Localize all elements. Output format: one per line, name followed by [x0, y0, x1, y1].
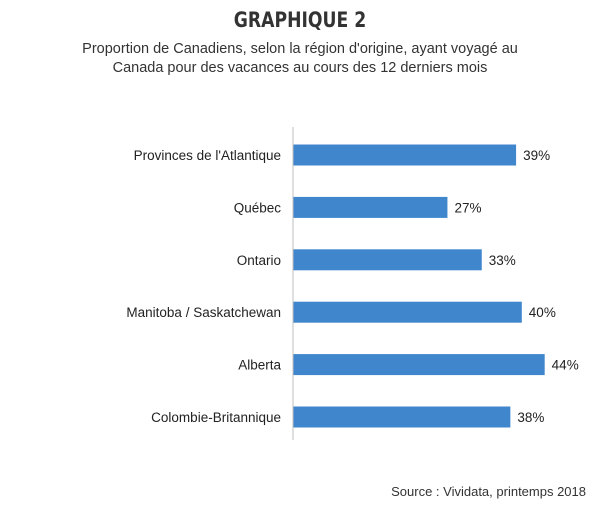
category-label: Manitoba / Saskatchewan: [126, 305, 281, 320]
category-label: Ontario: [237, 253, 281, 268]
chart-subtitle-line-1: Proportion de Canadiens, selon la région…: [82, 41, 518, 57]
category-label: Québec: [234, 200, 282, 215]
chart-subtitle-line-2: Canada pour des vacances au cours des 12…: [112, 60, 488, 76]
bar: [293, 144, 517, 166]
data-label: 33%: [489, 253, 516, 268]
category-label: Colombie-Britannique: [151, 410, 281, 425]
data-label: 40%: [529, 305, 556, 320]
bar: [293, 196, 448, 218]
chart-subtitle: Proportion de Canadiens, selon la région…: [40, 40, 560, 78]
data-label: 44%: [552, 358, 579, 373]
bar: [293, 354, 545, 376]
category-label: Provinces de l'Atlantique: [134, 148, 281, 163]
data-label: 27%: [454, 200, 481, 215]
data-label: 39%: [523, 148, 550, 163]
category-label: Alberta: [238, 358, 281, 373]
data-label: 38%: [517, 410, 544, 425]
bars-layer: Provinces de l'Atlantique 39% Québec 27% Ont…: [126, 144, 579, 428]
bar: [293, 406, 511, 428]
bar: [293, 249, 482, 271]
chart-heading: GRAPHIQUE 2: [233, 8, 367, 32]
bar: [293, 301, 522, 323]
source-note: Source : Vividata, printemps 2018: [391, 484, 586, 499]
